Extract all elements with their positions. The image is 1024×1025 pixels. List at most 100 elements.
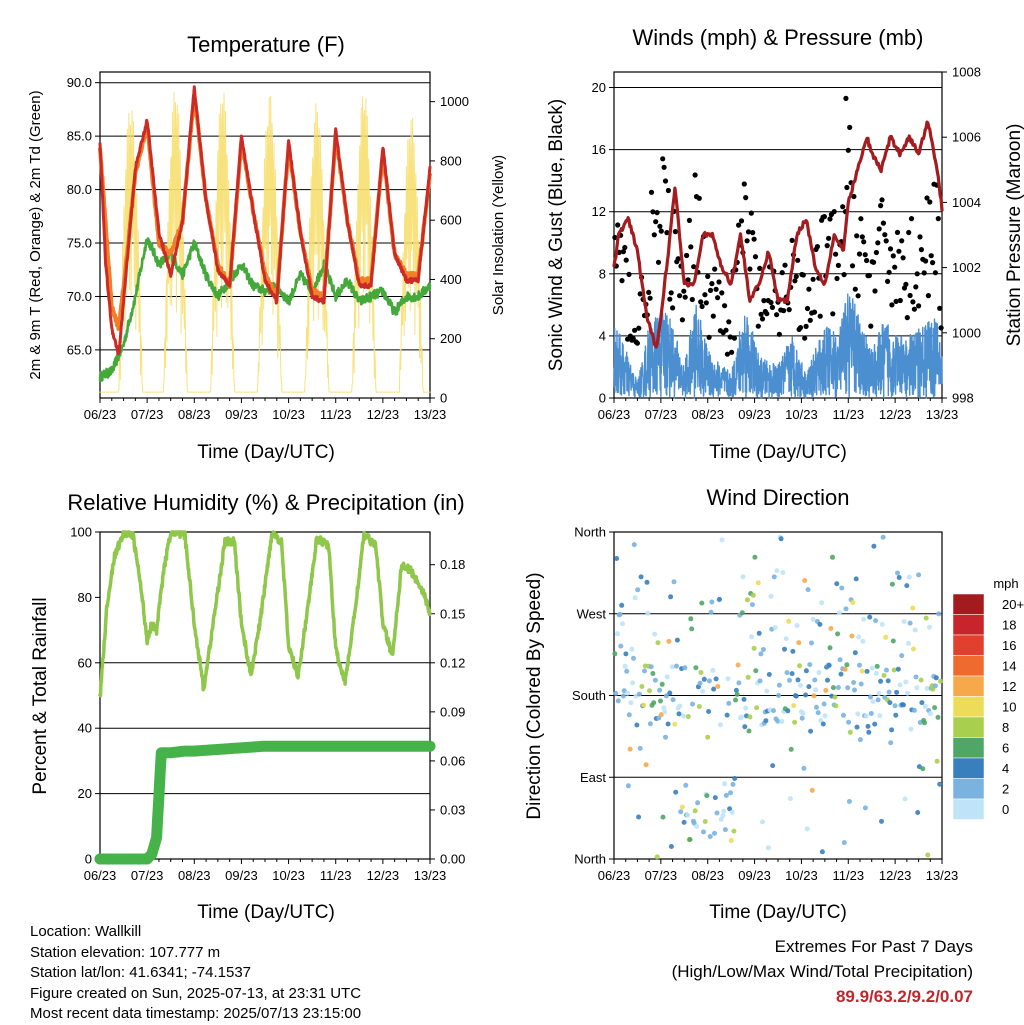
gust-point — [630, 335, 636, 341]
dir-point — [690, 701, 695, 707]
dir-point — [791, 703, 797, 709]
dir-point — [818, 718, 824, 723]
temp-left-tick-label: 75.0 — [67, 236, 92, 251]
gust-point — [811, 309, 818, 315]
dir-point — [932, 705, 938, 711]
dir-point — [688, 616, 694, 622]
gust-point — [797, 325, 804, 331]
gust-point — [856, 251, 863, 257]
dir-point — [712, 795, 718, 801]
temp-2m-series — [98, 85, 432, 356]
dir-point — [732, 776, 738, 781]
dir-point — [925, 852, 931, 858]
dir-point — [833, 703, 839, 709]
dir-point — [728, 838, 734, 843]
temp-x-tick-label: 11/23 — [320, 407, 352, 422]
dir-point — [631, 655, 636, 661]
dir-point — [826, 662, 832, 668]
dir-point — [911, 646, 916, 652]
dir-point — [655, 640, 661, 646]
rh-x-tick-label: 07/23 — [131, 868, 164, 883]
winds-x-tick-label: 09/23 — [738, 407, 771, 422]
dir-point — [832, 694, 838, 700]
dir-point — [853, 576, 859, 582]
gust-point — [636, 325, 642, 331]
gust-point — [844, 184, 850, 191]
dir-point — [890, 638, 896, 644]
gust-point — [768, 299, 774, 306]
temp-right-tick-label: 1000 — [440, 94, 469, 109]
winds-left-axis-label: Sonic Wind & Gust (Blue, Black) — [546, 99, 567, 371]
winds-right-axis-label: Station Pressure (Maroon) — [1004, 124, 1024, 347]
dir-x-tick-label: 07/23 — [645, 868, 678, 883]
gust-point — [851, 193, 857, 200]
dir-left-tick-label: North — [574, 525, 606, 540]
gust-point — [759, 316, 766, 322]
gust-point — [715, 295, 721, 301]
rh-right-tick-label: 0.12 — [440, 655, 465, 670]
gust-point — [923, 258, 929, 264]
gust-point — [843, 95, 849, 101]
dir-point — [868, 711, 874, 716]
dir-point — [754, 705, 760, 711]
gust-point — [703, 300, 709, 306]
gust-point — [667, 296, 673, 302]
gust-point — [705, 273, 711, 279]
dir-point — [783, 636, 789, 642]
dir-point — [614, 556, 620, 561]
dir-point — [819, 600, 825, 606]
temp-solar-series — [99, 92, 431, 393]
gust-point — [681, 288, 687, 294]
dir-point — [813, 687, 819, 693]
winds-x-tick-label: 11/23 — [832, 407, 864, 422]
gust-point — [928, 253, 934, 259]
temp-x-tick-label: 12/23 — [367, 407, 400, 422]
dir-point — [636, 814, 642, 820]
dir-point — [892, 703, 898, 709]
dir-point — [856, 634, 862, 640]
dir-point — [905, 690, 911, 696]
winds-sonic-series — [613, 293, 943, 399]
temp-right-tick-label: 0 — [440, 391, 447, 406]
gust-point — [647, 295, 653, 301]
dir-point — [651, 700, 657, 706]
rh-right-tick-label: 0.15 — [440, 606, 465, 621]
rh-left-axis-label: Percent & Total Rainfall — [30, 597, 51, 794]
temp-right-axis-label: Solar Insolation (Yellow) — [490, 155, 507, 315]
gust-point — [883, 238, 889, 244]
dir-point — [724, 712, 730, 718]
dir-point — [757, 678, 763, 684]
legend-label: 20+ — [1002, 597, 1024, 612]
dir-point — [702, 819, 708, 824]
dir-point — [713, 676, 719, 682]
dir-point — [706, 709, 712, 714]
dir-point — [893, 712, 899, 718]
temp-right-tick-label: 800 — [440, 153, 462, 168]
dir-point — [912, 627, 918, 633]
dir-point — [871, 543, 877, 549]
dir-point — [705, 734, 711, 740]
winds-right-tick-label: 1006 — [952, 130, 981, 145]
temp-x-axis-label: Time (Day/UTC) — [197, 442, 335, 463]
gust-point — [821, 214, 828, 220]
dir-point — [729, 809, 735, 815]
dir-point — [920, 766, 926, 772]
dir-point — [731, 828, 737, 834]
dir-point — [794, 623, 800, 628]
gust-point — [660, 156, 666, 162]
figure-created: Figure created on Sun, 2025-07-13, at 23… — [30, 984, 362, 1002]
dir-point — [906, 640, 911, 646]
dir-point — [674, 637, 680, 643]
dir-point — [635, 587, 641, 593]
dir-point — [799, 715, 805, 721]
dir-point — [654, 854, 660, 860]
legend-swatch — [952, 757, 985, 779]
dir-point — [927, 711, 933, 717]
gust-point — [713, 286, 719, 292]
dir-point — [668, 594, 674, 600]
gust-point — [847, 124, 853, 130]
dir-point — [634, 722, 640, 728]
winds-x-axis-label: Time (Day/UTC) — [709, 442, 847, 463]
dir-point — [845, 685, 851, 691]
dir-point — [677, 703, 683, 709]
